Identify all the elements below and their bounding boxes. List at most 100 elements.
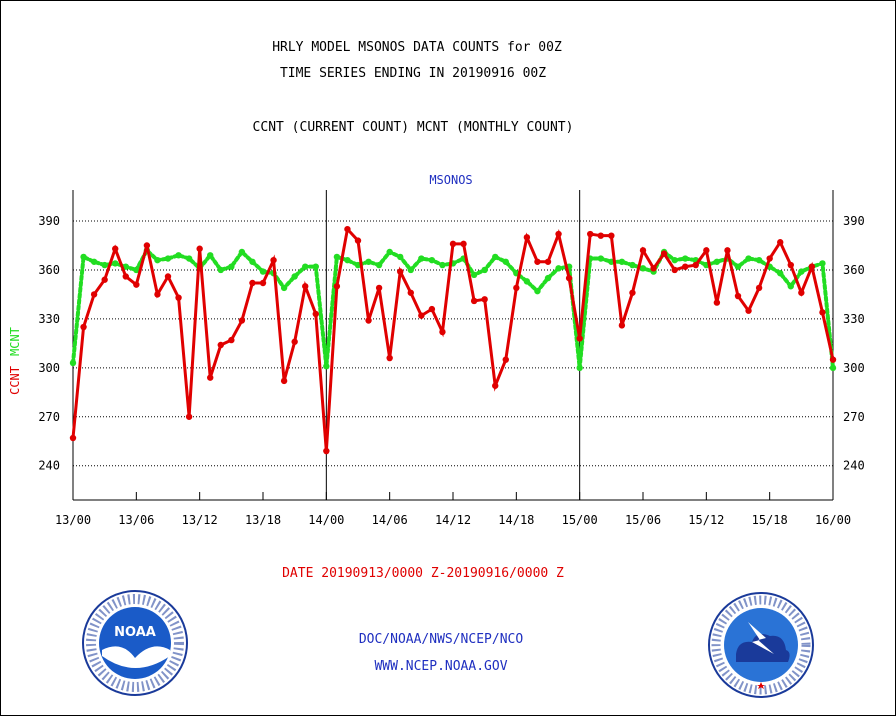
ccnt-data-point: [639, 247, 647, 254]
mcnt-data-point: [755, 256, 763, 264]
y-axis-title-ccnt: CCNT: [8, 366, 22, 395]
x-tick-label: 15/00: [562, 513, 598, 527]
ccnt-data-point: [386, 354, 393, 362]
mcnt-data-point: [291, 273, 298, 280]
ccnt-data-point: [270, 256, 277, 264]
mcnt-data-point: [207, 252, 214, 259]
ccnt-data-point: [80, 323, 87, 331]
y-tick-label-right: 300: [843, 361, 865, 375]
mcnt-data-point: [375, 261, 383, 269]
mcnt-data-point: [333, 253, 341, 261]
ccnt-data-point: [164, 273, 172, 280]
y-axis-title-mcnt: MCNT: [8, 327, 22, 356]
mcnt-data-point: [555, 265, 562, 272]
ccnt-data-point: [608, 232, 615, 239]
ccnt-data-point: [207, 374, 214, 381]
y-tick-label-right: 330: [843, 312, 865, 326]
ccnt-data-point: [101, 276, 108, 283]
mcnt-data-point: [323, 363, 330, 370]
ccnt-data-point: [228, 336, 235, 344]
mcnt-data-point: [249, 258, 256, 265]
mcnt-data-point: [407, 266, 414, 274]
mcnt-data-point: [175, 252, 182, 259]
ccnt-data-point: [418, 312, 425, 319]
ccnt-data-point: [618, 322, 626, 329]
mcnt-data-point: [439, 261, 446, 269]
y-tick-label-right: 270: [843, 410, 865, 424]
ccnt-data-point: [650, 265, 657, 272]
ccnt-data-point: [523, 234, 531, 241]
ccnt-data-point: [69, 434, 77, 442]
ccnt-data-point: [407, 289, 414, 296]
ccnt-data-point: [555, 230, 562, 238]
ccnt-data-point: [323, 447, 330, 455]
mcnt-data-point: [481, 266, 488, 274]
website-url[interactable]: WWW.NCEP.NOAA.GOV: [374, 659, 508, 674]
y-axis-label: CCNT MCNT: [8, 327, 22, 395]
ccnt-data-point: [154, 291, 161, 298]
y-tick-label-left: 270: [38, 410, 60, 424]
ccnt-data-point: [587, 230, 594, 238]
ccnt-data-point: [724, 247, 731, 254]
chart-title-line3: CCNT (CURRENT COUNT) MCNT (MONTHLY COUNT…: [252, 120, 574, 135]
mcnt-data-point: [112, 260, 119, 267]
mcnt-data-point: [492, 253, 499, 261]
ccnt-data-point: [375, 284, 383, 292]
ccnt-data-point: [175, 294, 182, 301]
ccnt-data-point: [492, 382, 499, 389]
x-tick-label: 13/06: [118, 513, 154, 527]
x-tick-label: 14/00: [308, 513, 344, 527]
mcnt-data-point: [238, 248, 246, 256]
series-group: [69, 225, 837, 455]
ccnt-data-point: [428, 305, 436, 313]
mcnt-data-point: [597, 255, 604, 262]
ccnt-data-point: [122, 273, 129, 280]
mcnt-data-point: [734, 263, 742, 270]
y-tick-label-right: 390: [843, 214, 865, 228]
mcnt-data-point: [386, 248, 393, 256]
axes: 240 240 270 270 300 300 330 330 360 360 390 390 13/0…: [38, 190, 865, 527]
ccnt-data-point: [481, 296, 488, 303]
ccnt-data-point: [671, 266, 678, 274]
mcnt-data-point: [185, 255, 193, 262]
x-tick-label: 15/18: [752, 513, 788, 527]
ccnt-data-point: [703, 247, 710, 254]
mcnt-data-point: [682, 255, 689, 262]
ccnt-data-point: [544, 258, 552, 265]
ccnt-data-point: [829, 356, 837, 363]
noaa-logo-text: NOAA: [114, 625, 156, 640]
mcnt-data-point: [154, 256, 161, 264]
ccnt-data-point: [513, 284, 520, 292]
ccnt-data-point: [682, 263, 689, 270]
ccnt-data-point: [112, 245, 119, 252]
ccnt-data-point: [133, 281, 140, 288]
mcnt-data-point: [671, 256, 678, 264]
mcnt-data-point: [470, 271, 478, 279]
ccnt-data-point: [745, 307, 752, 314]
ccnt-data-point: [397, 268, 404, 275]
mcnt-data-point: [618, 258, 626, 265]
ccnt-data-point: [217, 341, 224, 349]
mcnt-data-point: [713, 258, 721, 265]
plot-title: MSONOS: [429, 173, 472, 187]
mcnt-data-point: [344, 256, 351, 264]
ccnt-data-point: [354, 237, 362, 244]
mcnt-data-point: [365, 258, 372, 265]
mcnt-data-point: [133, 266, 140, 274]
mcnt-data-point: [787, 283, 794, 290]
ccnt-data-point: [534, 258, 541, 265]
mcnt-data-point: [280, 284, 288, 292]
mcnt-data-point: [259, 268, 267, 275]
noaa-logo: NOAA: [82, 590, 188, 696]
mcnt-data-point: [428, 256, 436, 264]
x-tick-label: 13/12: [182, 513, 218, 527]
mcnt-data-point: [397, 253, 404, 261]
x-tick-label: 14/06: [372, 513, 408, 527]
mcnt-data-point: [217, 266, 224, 274]
mcnt-data-point: [745, 255, 752, 262]
ccnt-data-point: [249, 279, 256, 287]
mcnt-data-point: [576, 364, 583, 372]
x-tick-label: 15/06: [625, 513, 661, 527]
chart-title-line2: TIME SERIES ENDING IN 20190916 00Z: [279, 66, 547, 81]
